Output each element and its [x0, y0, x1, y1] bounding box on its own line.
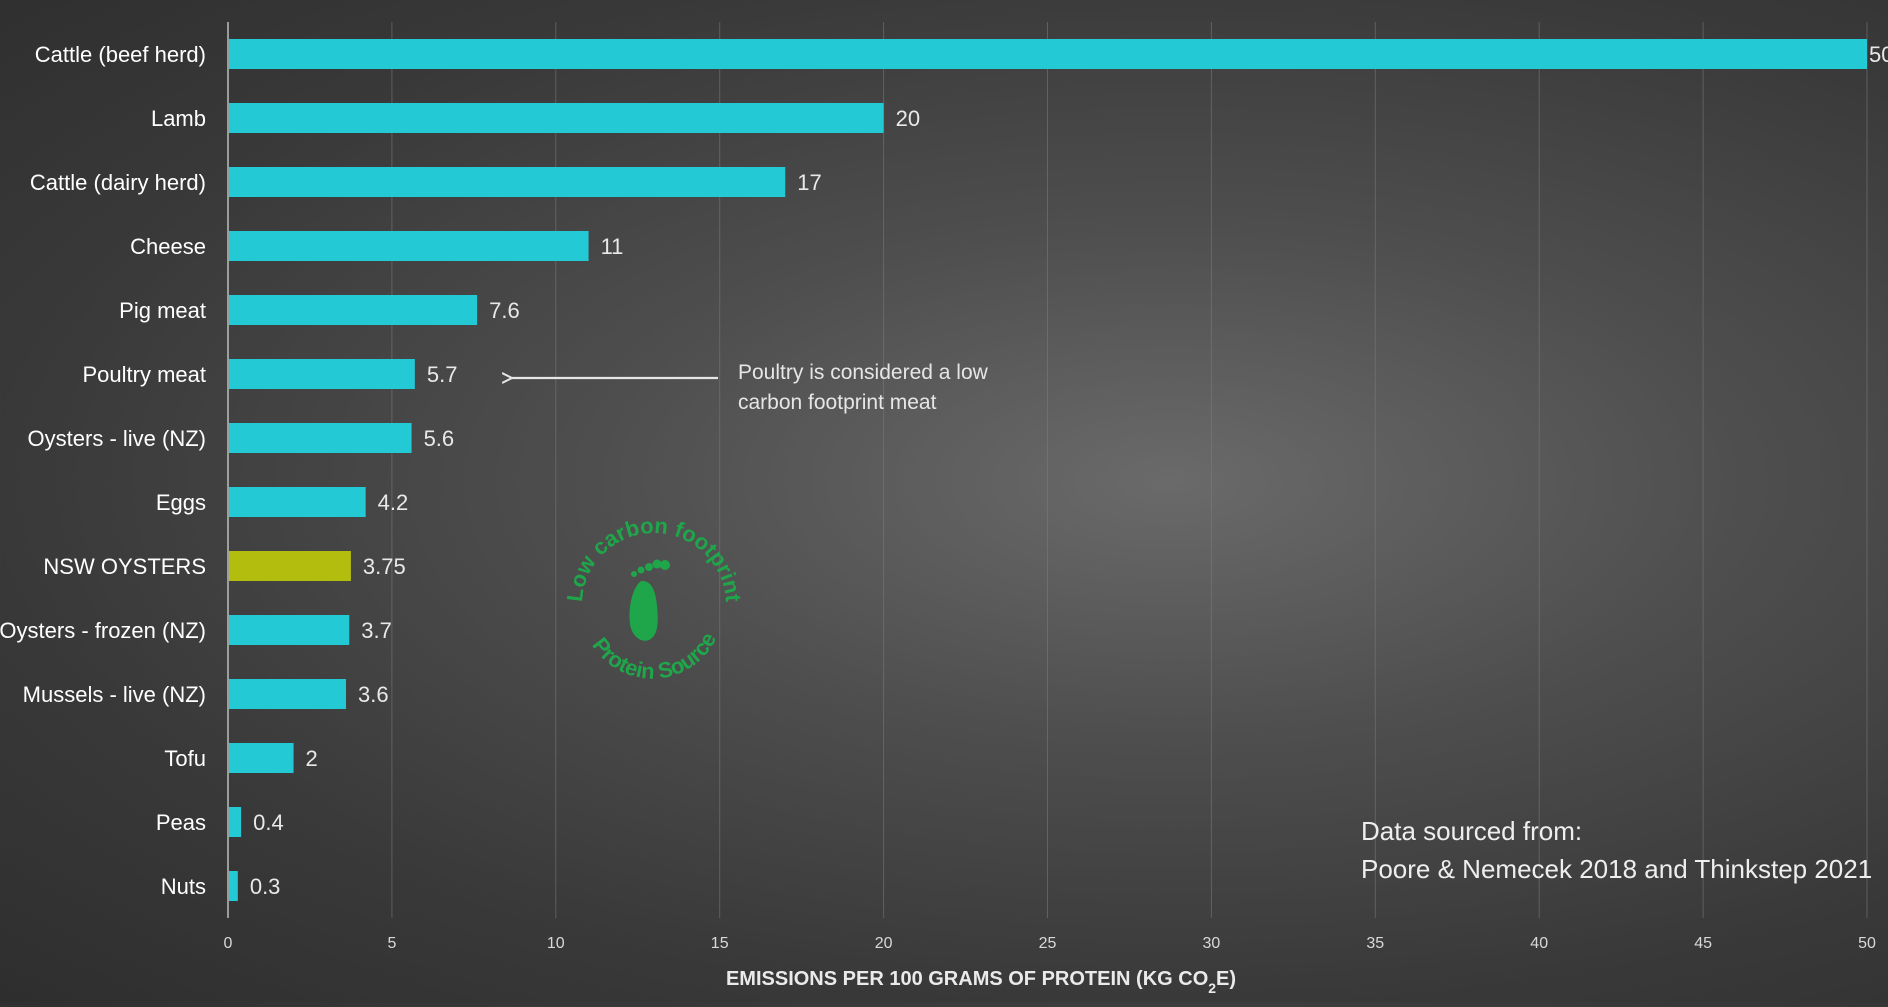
bar — [229, 39, 1867, 69]
x-tick-label: 30 — [1203, 935, 1221, 952]
bar — [229, 743, 294, 773]
x-tick-label: 0 — [224, 935, 233, 952]
value-label: 0.4 — [253, 810, 284, 835]
bar — [229, 103, 884, 133]
bar — [229, 487, 366, 517]
footprint-icon — [629, 559, 670, 641]
category-label: Poultry meat — [83, 362, 207, 387]
value-label: 3.6 — [358, 682, 389, 707]
x-tick-label: 10 — [547, 935, 565, 952]
x-tick-label: 20 — [875, 935, 893, 952]
bar — [229, 359, 415, 389]
category-label: Pig meat — [119, 298, 206, 323]
value-label: 7.6 — [489, 298, 520, 323]
category-label: Mussels - live (NZ) — [23, 682, 206, 707]
bar — [229, 679, 347, 709]
value-label: 4.2 — [378, 490, 409, 515]
value-label: 0.3 — [250, 874, 281, 899]
bar — [229, 551, 351, 581]
x-tick-labels: 0 5 10 15 20 25 30 35 40 45 50 — [224, 935, 1876, 952]
x-tick-label: 35 — [1366, 935, 1384, 952]
source-line-2: Poore & Nemecek 2018 and Thinkstep 2021 — [1361, 854, 1872, 884]
x-tick-label: 45 — [1694, 935, 1712, 952]
category-label: Eggs — [156, 490, 206, 515]
category-label: NSW OYSTERS — [43, 554, 206, 579]
category-label: Cheese — [130, 234, 206, 259]
bar — [229, 167, 786, 197]
logo-bottom-text: Protein Source — [588, 628, 722, 684]
value-label: 11 — [601, 234, 624, 259]
value-label: 3.7 — [361, 618, 392, 643]
category-label: Peas — [156, 810, 206, 835]
low-carbon-logo: Low carbon footprint Protein Source — [562, 513, 746, 684]
category-label: Tofu — [164, 746, 206, 771]
bar — [229, 807, 242, 837]
annotation-line-1: Poultry is considered a low — [738, 361, 989, 384]
annotation-line-2: carbon footprint meat — [738, 391, 937, 414]
value-label: 2 — [306, 746, 318, 771]
data-source: Data sourced from: Poore & Nemecek 2018 … — [1361, 816, 1872, 884]
category-label: Cattle (beef herd) — [35, 42, 206, 67]
gridlines — [391, 22, 1868, 918]
category-label: Nuts — [161, 874, 206, 899]
x-tick-label: 5 — [387, 935, 396, 952]
value-label: 3.75 — [363, 554, 406, 579]
bar — [229, 295, 478, 325]
category-label: Lamb — [151, 106, 206, 131]
logo-top-text: Low carbon footprint — [562, 513, 746, 604]
x-axis-title: EMISSIONS PER 100 GRAMS OF PROTEIN (KG C… — [726, 968, 1236, 996]
x-tick-label: 25 — [1039, 935, 1057, 952]
x-tick-label: 15 — [711, 935, 729, 952]
value-labels: 50 20 17 11 7.6 5.7 5.6 4.2 3.75 3.7 3.6 2 0.4 0.3 — [250, 42, 1888, 899]
category-label: Oysters - frozen (NZ) — [0, 618, 206, 643]
value-label: 20 — [896, 106, 920, 131]
x-axis-title-subscript: 2 — [1208, 980, 1216, 996]
category-labels: Cattle (beef herd) Lamb Cattle (dairy herd… — [0, 42, 206, 899]
bar — [229, 615, 350, 645]
bar — [229, 231, 589, 261]
category-label: Cattle (dairy herd) — [30, 170, 206, 195]
category-label: Oysters - live (NZ) — [28, 426, 206, 451]
x-tick-label: 50 — [1858, 935, 1876, 952]
value-label: 17 — [797, 170, 821, 195]
source-line-1: Data sourced from: — [1361, 816, 1582, 846]
bars — [229, 39, 1867, 901]
value-label: 5.6 — [424, 426, 455, 451]
value-label: 50 — [1869, 42, 1888, 67]
x-tick-label: 40 — [1530, 935, 1548, 952]
value-label: 5.7 — [427, 362, 458, 387]
poultry-annotation: Poultry is considered a low carbon footp… — [512, 361, 989, 414]
bar — [229, 423, 412, 453]
bar — [229, 871, 238, 901]
